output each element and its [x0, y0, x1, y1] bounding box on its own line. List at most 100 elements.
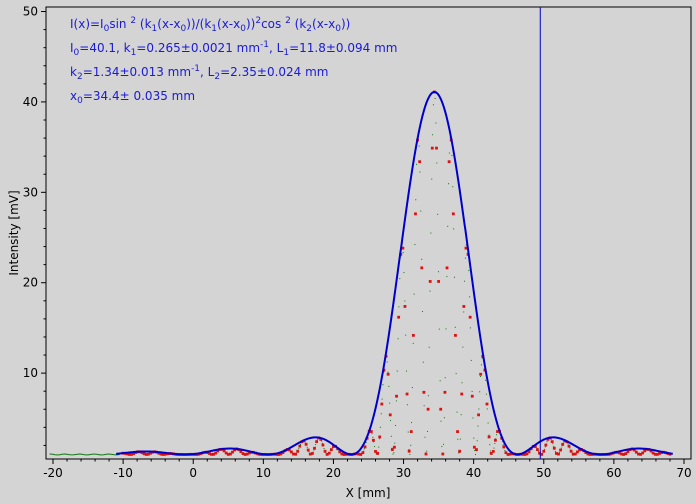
raw-point: [543, 448, 545, 450]
raw-point: [446, 276, 448, 278]
fit-params-3: x0=34.4± 0.035 mm: [70, 89, 195, 106]
x-tick-label: 20: [326, 466, 341, 480]
data-point: [437, 280, 441, 283]
raw-point: [477, 425, 479, 427]
raw-point: [363, 450, 365, 452]
raw-point: [455, 373, 457, 375]
raw-point: [409, 453, 411, 455]
raw-point: [550, 438, 552, 440]
data-point: [454, 333, 457, 337]
data-point: [588, 453, 592, 456]
data-point: [130, 452, 133, 456]
data-point: [435, 146, 438, 150]
raw-point: [416, 163, 418, 165]
data-point: [142, 452, 146, 456]
data-point: [277, 453, 281, 456]
raw-point: [427, 430, 429, 432]
data-point: [411, 333, 415, 337]
raw-point: [448, 152, 450, 154]
data-point: [222, 449, 226, 453]
data-point: [485, 402, 489, 406]
data-point: [315, 440, 319, 444]
data-point: [422, 390, 426, 394]
raw-point: [392, 453, 394, 455]
raw-point: [404, 300, 406, 302]
data-point: [624, 452, 628, 455]
x-tick-label: 60: [606, 466, 621, 480]
raw-point: [489, 444, 491, 446]
data-point: [542, 449, 546, 453]
raw-point: [457, 438, 459, 440]
raw-point: [380, 413, 382, 415]
fit-params-1: I0=40.1, k1=0.265±0.0021 mm-1, L1=11.8±0…: [70, 40, 397, 58]
data-point: [311, 452, 314, 455]
raw-point: [462, 346, 464, 348]
data-point: [226, 452, 230, 456]
data-point: [228, 452, 232, 456]
data-point: [132, 452, 136, 456]
data-point: [243, 453, 247, 456]
raw-trace: [49, 453, 120, 456]
raw-point: [464, 280, 466, 282]
data-point: [584, 451, 588, 454]
raw-point: [432, 134, 434, 136]
data-point: [397, 315, 401, 319]
data-point: [573, 452, 577, 456]
raw-point: [441, 446, 443, 448]
raw-point: [403, 272, 405, 274]
data-point: [144, 453, 148, 456]
data-point: [149, 451, 152, 455]
raw-point: [323, 448, 325, 450]
raw-point: [560, 447, 562, 449]
data-point: [386, 372, 390, 376]
raw-point: [496, 434, 498, 436]
data-point: [298, 444, 302, 448]
x-tick-label: 40: [466, 466, 481, 480]
raw-point: [546, 441, 548, 443]
data-point: [308, 452, 312, 456]
raw-point: [390, 435, 392, 437]
raw-point: [437, 213, 439, 215]
data-point: [641, 451, 645, 455]
data-point: [477, 413, 480, 417]
data-point: [643, 449, 647, 453]
raw-point: [386, 361, 388, 363]
raw-point: [567, 443, 569, 445]
raw-point: [474, 449, 476, 451]
raw-point: [434, 98, 436, 100]
data-point: [296, 449, 300, 453]
raw-point: [443, 417, 445, 419]
fit-params-2: k2=1.34±0.013 mm-1, L2=2.35±0.024 mm: [70, 64, 328, 82]
raw-point: [465, 244, 467, 246]
raw-point: [379, 426, 381, 428]
y-tick-label: 50: [23, 5, 38, 19]
data-point: [289, 450, 293, 454]
x-tick-label: 0: [189, 466, 197, 480]
data-point: [327, 451, 331, 455]
data-point: [618, 451, 621, 455]
raw-point: [397, 338, 399, 340]
data-point: [376, 451, 380, 455]
data-point: [626, 450, 630, 454]
raw-point: [410, 444, 412, 446]
raw-point: [451, 154, 453, 156]
data-point: [281, 451, 285, 454]
raw-point: [494, 442, 496, 444]
data-point: [634, 450, 638, 454]
raw-point: [298, 448, 300, 450]
raw-point: [485, 379, 487, 381]
raw-point: [315, 444, 317, 446]
raw-point: [321, 440, 323, 442]
raw-point: [454, 326, 456, 328]
raw-point: [415, 199, 417, 201]
data-point: [554, 452, 558, 455]
fit-annotation: I(x)=I0sin 2 (k1(x-x0))/(k1(x-x0))2cos 2…: [70, 16, 397, 106]
raw-point: [316, 439, 318, 441]
data-point: [403, 305, 407, 308]
y-tick-label: 30: [23, 185, 38, 199]
raw-point: [313, 449, 315, 451]
data-point: [210, 452, 213, 456]
data-point: [506, 453, 510, 456]
data-point: [493, 438, 497, 442]
data-point: [540, 452, 544, 456]
